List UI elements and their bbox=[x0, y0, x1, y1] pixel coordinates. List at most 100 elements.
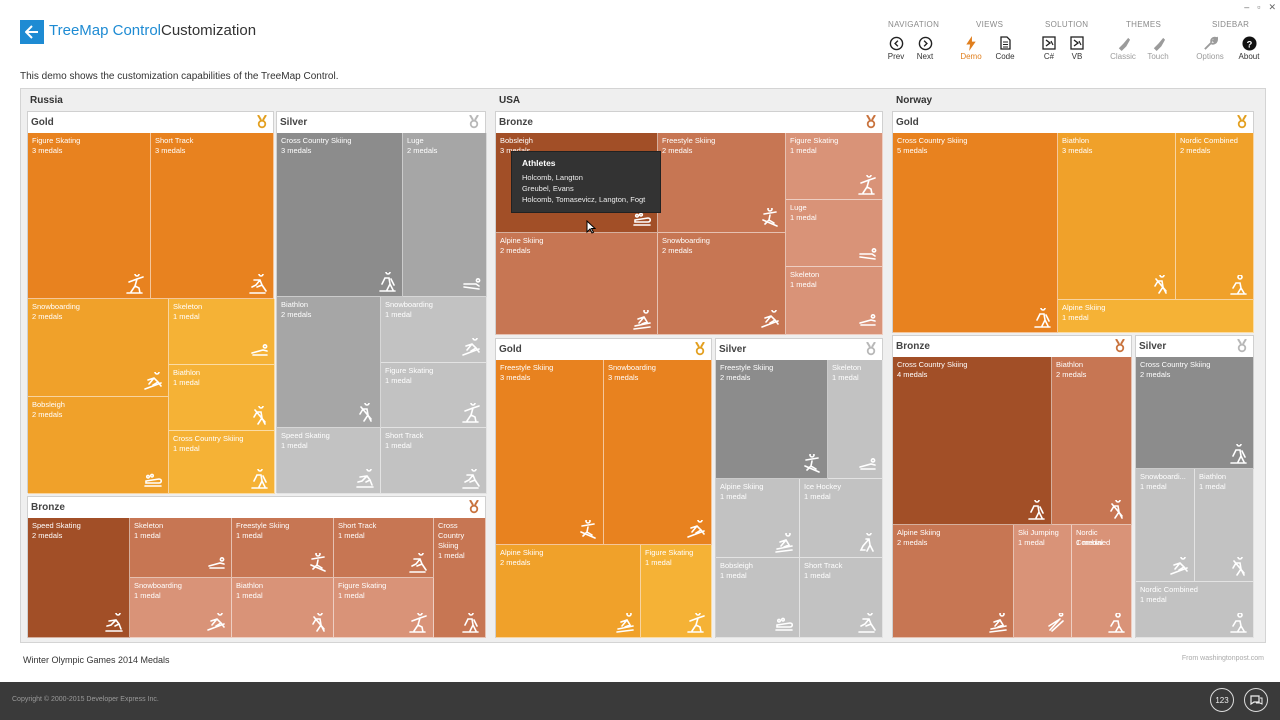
next-button[interactable]: Next bbox=[908, 35, 942, 61]
short-track-icon bbox=[858, 613, 876, 633]
maximize-button[interactable]: ▫ bbox=[1257, 2, 1261, 12]
demo-button[interactable]: Demo bbox=[954, 35, 988, 61]
treemap-tile[interactable]: Figure Skating 1 medal bbox=[381, 363, 487, 428]
treemap-tile[interactable]: Figure Skating 3 medals bbox=[28, 133, 151, 299]
treemap-tile[interactable]: Snowboarding 2 medals bbox=[28, 299, 169, 397]
treemap-tile[interactable]: Skeleton 1 medal bbox=[169, 299, 275, 365]
treemap-tile[interactable]: Freestyle Skiing 2 medals bbox=[658, 133, 786, 233]
treemap-tile[interactable]: Freestyle Skiing 3 medals bbox=[496, 360, 604, 545]
medal-group-no-bronze: Bronze Cross Country Skiing 4 medals Biathl… bbox=[892, 335, 1132, 638]
tile-medal-count: 1 medal bbox=[1140, 595, 1167, 604]
treemap-tile[interactable]: Biathlon 3 medals bbox=[1058, 133, 1176, 300]
treemap-tile[interactable]: Freestyle Skiing 2 medals bbox=[716, 360, 828, 479]
treemap-tile[interactable]: Nordic Combined 2 medals bbox=[1176, 133, 1254, 300]
code-button[interactable]: Code bbox=[988, 35, 1022, 61]
options-button[interactable]: Options bbox=[1193, 35, 1227, 61]
treemap-tile[interactable]: Short Track 1 medal bbox=[334, 518, 434, 578]
treemap-tile[interactable]: Luge 2 medals bbox=[403, 133, 487, 297]
csharp-button[interactable]: C# bbox=[1032, 35, 1066, 61]
tile-sport-name: Figure Skating bbox=[32, 136, 81, 145]
copyright-text: Copyright © 2000-2015 Developer Express … bbox=[12, 696, 159, 703]
treemap-tile[interactable]: Snowboarding 2 medals bbox=[658, 233, 786, 335]
tile-sport-name: Speed Skating bbox=[281, 431, 330, 440]
treemap-tile[interactable]: Alpine Skiing 2 medals bbox=[893, 525, 1014, 638]
treemap-tile[interactable]: Snowboarding 1 medal bbox=[381, 297, 487, 363]
treemap-tile[interactable]: Snowboarding 3 medals bbox=[604, 360, 712, 545]
tile-medal-count: 1 medal bbox=[385, 310, 412, 319]
treemap-tile[interactable]: Alpine Skiing 2 medals bbox=[496, 233, 658, 335]
treemap-caption: Winter Olympic Games 2014 Medals bbox=[23, 655, 170, 665]
treemap-tile[interactable]: Snowboardi... 1 medal bbox=[1136, 469, 1195, 582]
tile-sport-name: Skeleton bbox=[790, 270, 820, 279]
treemap-tile[interactable]: Bobsleigh 2 medals bbox=[28, 397, 169, 494]
treemap-tile[interactable]: Nordic Combined 1 medal bbox=[1136, 582, 1254, 638]
treemap-tile[interactable]: Alpine Skiing 1 medal bbox=[1058, 300, 1254, 333]
group-label-themes: THEMES bbox=[1126, 20, 1162, 29]
cross-country-icon bbox=[1230, 444, 1247, 464]
tile-sport-name: Figure Skating bbox=[385, 366, 434, 375]
tile-sport-name: Alpine Skiing bbox=[500, 236, 544, 245]
treemap-tile[interactable]: Short Track 1 medal bbox=[381, 428, 487, 494]
vb-icon bbox=[1070, 36, 1084, 50]
tile-medal-count: 1 medal bbox=[338, 591, 365, 600]
treemap-tile[interactable]: Cross Country Skiing 1 medal bbox=[434, 518, 486, 638]
chat-button[interactable] bbox=[1244, 688, 1268, 712]
treemap-tile[interactable]: Luge 1 medal bbox=[786, 200, 883, 267]
treemap-tile[interactable]: Ski Jumping 1 medal bbox=[1014, 525, 1072, 638]
counter-button[interactable]: 123 bbox=[1210, 688, 1234, 712]
treemap-tile[interactable]: Biathlon 1 medal bbox=[232, 578, 334, 638]
tile-sport-name: Figure Skating bbox=[338, 581, 387, 590]
treemap-tile[interactable]: Figure Skating 1 medal bbox=[334, 578, 434, 638]
treemap-tile[interactable]: Cross Country Skiing 4 medals bbox=[893, 357, 1052, 525]
treemap-tile[interactable]: Speed Skating 2 medals bbox=[28, 518, 130, 638]
tile-sport-name: Speed Skating bbox=[32, 521, 81, 530]
medal-group-title: Bronze bbox=[499, 117, 533, 128]
treemap-tile[interactable]: Cross Country Skiing 3 medals bbox=[277, 133, 403, 297]
treemap-tile[interactable]: Skeleton 1 medal bbox=[786, 267, 883, 335]
treemap-tile[interactable]: Nordic Combined 1 medal bbox=[1072, 525, 1132, 638]
treemap-tile[interactable]: Short Track 3 medals bbox=[151, 133, 274, 299]
tile-medal-count: 1 medal bbox=[236, 591, 263, 600]
csharp-icon bbox=[1042, 36, 1056, 50]
about-button[interactable]: ? About bbox=[1232, 35, 1266, 61]
treemap-tile[interactable]: Short Track 1 medal bbox=[800, 558, 883, 638]
snowboarding-icon bbox=[687, 520, 705, 538]
tile-medal-count: 2 medals bbox=[281, 310, 312, 319]
treemap-tile[interactable]: Ice Hockey 1 medal bbox=[800, 479, 883, 558]
tile-medal-count: 3 medals bbox=[32, 146, 63, 155]
medal-group-title: Silver bbox=[719, 344, 747, 355]
treemap-tile[interactable]: Cross Country Skiing 1 medal bbox=[169, 431, 275, 494]
touch-theme-button[interactable]: Touch bbox=[1141, 35, 1175, 61]
minimize-button[interactable]: – bbox=[1244, 2, 1250, 12]
treemap-tile[interactable]: Alpine Skiing 1 medal bbox=[716, 479, 800, 558]
brush-icon bbox=[1118, 37, 1130, 51]
group-label-views: VIEWS bbox=[976, 20, 1004, 29]
footer: Copyright © 2000-2015 Developer Express … bbox=[0, 682, 1280, 720]
tile-sport-name: Biathlon bbox=[173, 368, 201, 377]
classic-theme-button[interactable]: Classic bbox=[1106, 35, 1140, 61]
treemap-tile[interactable]: Biathlon 2 medals bbox=[1052, 357, 1132, 525]
treemap-tile[interactable]: Skeleton 1 medal bbox=[828, 360, 883, 479]
treemap-tile[interactable]: Cross Country Skiing 5 medals bbox=[893, 133, 1058, 333]
treemap-tile[interactable]: Figure Skating 1 medal bbox=[786, 133, 883, 200]
treemap-tile[interactable]: Cross Country Skiing 2 medals bbox=[1136, 357, 1254, 469]
treemap-tile[interactable]: Bobsleigh 1 medal bbox=[716, 558, 800, 638]
treemap-tile[interactable]: Biathlon 1 medal bbox=[1195, 469, 1254, 582]
treemap-tile[interactable]: Alpine Skiing 2 medals bbox=[496, 545, 641, 638]
treemap-tile[interactable]: Speed Skating 1 medal bbox=[277, 428, 381, 494]
tile-sport-name: Short Track bbox=[338, 521, 377, 530]
prev-button[interactable]: Prev bbox=[879, 35, 913, 61]
treemap-tile[interactable]: Biathlon 1 medal bbox=[169, 365, 275, 431]
treemap-tile[interactable]: Freestyle Skiing 1 medal bbox=[232, 518, 334, 578]
treemap-tile[interactable]: Skeleton 1 medal bbox=[130, 518, 232, 578]
bronze-medal-icon bbox=[469, 500, 479, 514]
tile-medal-count: 2 medals bbox=[32, 312, 63, 321]
close-button[interactable]: ✕ bbox=[1268, 2, 1276, 12]
treemap-tile[interactable]: Snowboarding 1 medal bbox=[130, 578, 232, 638]
treemap-tile[interactable]: Biathlon 2 medals bbox=[277, 297, 381, 428]
tile-medal-count: 2 medals bbox=[897, 538, 928, 547]
back-arrow-icon bbox=[25, 25, 38, 39]
vb-button[interactable]: VB bbox=[1060, 35, 1094, 61]
treemap-tile[interactable]: Figure Skating 1 medal bbox=[641, 545, 712, 638]
back-button[interactable] bbox=[20, 20, 44, 44]
